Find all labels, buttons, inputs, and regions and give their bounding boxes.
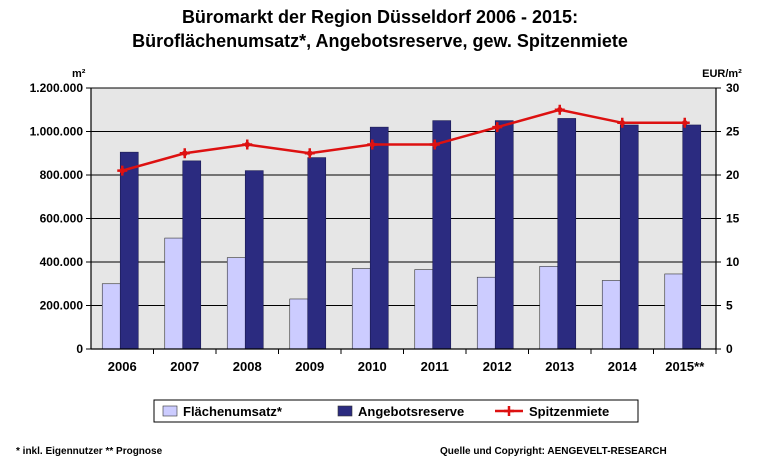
source-credit: Quelle und Copyright: AENGEVELT-RESEARCH xyxy=(440,446,667,457)
spitzenmiete-point-dot xyxy=(619,120,626,126)
right-axis-label: EUR/m² xyxy=(702,68,742,80)
legend-label: Flächenumsatz* xyxy=(183,404,283,419)
x-tick-label: 2015** xyxy=(665,359,705,374)
left-tick-label: 1.200.000 xyxy=(30,81,84,95)
bar-angebotsreserve xyxy=(494,120,514,350)
bar-angebotsreserve xyxy=(307,157,327,350)
bar-angebotsreserve xyxy=(119,151,139,350)
left-tick-label: 200.000 xyxy=(40,299,84,313)
left-tick-label: 400.000 xyxy=(40,255,84,269)
bar-flaechenumsatz xyxy=(289,298,309,350)
right-tick-label: 10 xyxy=(726,255,740,269)
right-tick-label: 25 xyxy=(726,125,740,139)
bar-angebotsreserve xyxy=(682,124,702,350)
x-tick-label: 2006 xyxy=(108,359,137,374)
bar-angebotsreserve xyxy=(557,118,577,350)
x-tick-label: 2012 xyxy=(483,359,512,374)
x-tick-label: 2009 xyxy=(295,359,324,374)
bar-flaechenumsatz xyxy=(164,237,184,350)
right-tick-label: 5 xyxy=(726,299,733,313)
x-tick-label: 2010 xyxy=(358,359,387,374)
bar-angebotsreserve xyxy=(244,170,264,350)
x-tick-label: 2008 xyxy=(233,359,262,374)
spitzenmiete-point-dot xyxy=(244,141,251,148)
spitzenmiete-point-dot xyxy=(494,124,501,130)
x-tick-label: 2013 xyxy=(545,359,574,374)
bar-flaechenumsatz xyxy=(101,283,121,350)
right-tick-label: 15 xyxy=(726,212,740,226)
bar-angebotsreserve xyxy=(619,124,639,350)
bar-flaechenumsatz xyxy=(351,268,371,350)
bar-angebotsreserve xyxy=(182,160,202,350)
spitzenmiete-point-dot xyxy=(306,150,313,157)
right-tick-label: 30 xyxy=(726,81,740,95)
bar-flaechenumsatz xyxy=(414,269,434,350)
legend-swatch xyxy=(337,405,353,417)
legend-box xyxy=(153,399,639,423)
bar-flaechenumsatz xyxy=(226,257,246,350)
bar-flaechenumsatz xyxy=(539,266,559,350)
bar-flaechenumsatz xyxy=(476,276,496,350)
bar-angebotsreserve xyxy=(369,126,389,350)
right-tick-label: 0 xyxy=(726,342,733,356)
legend-swatch xyxy=(162,405,178,417)
spitzenmiete-line xyxy=(121,108,685,172)
left-tick-label: 0 xyxy=(76,342,83,356)
spitzenmiete-point-dot xyxy=(181,150,188,157)
left-tick-label: 1.000.000 xyxy=(30,125,84,139)
right-tick-label: 20 xyxy=(726,168,740,182)
spitzenmiete-point-dot xyxy=(681,120,688,126)
legend-marker xyxy=(504,406,514,416)
chart-title: Büromarkt der Region Düsseldorf 2006 - 2… xyxy=(181,7,579,27)
legend-label: Angebotsreserve xyxy=(358,404,464,419)
spitzenmiete-point-dot xyxy=(431,141,438,148)
x-tick-label: 2007 xyxy=(170,359,199,374)
bar-flaechenumsatz xyxy=(601,280,621,350)
legend-label: Spitzenmiete xyxy=(529,404,609,419)
left-axis-label: m² xyxy=(72,68,86,80)
chart-subtitle: Büroflächenumsatz*, Angebotsreserve, gew… xyxy=(132,31,628,51)
spitzenmiete-point-dot xyxy=(369,141,376,148)
x-tick-label: 2014 xyxy=(608,359,638,374)
footnote: * inkl. Eigennutzer ** Prognose xyxy=(16,446,163,457)
spitzenmiete-point-dot xyxy=(119,167,126,174)
bar-flaechenumsatz xyxy=(664,273,684,350)
left-tick-label: 800.000 xyxy=(40,168,84,182)
x-tick-label: 2011 xyxy=(421,359,449,374)
bar-angebotsreserve xyxy=(432,120,452,350)
spitzenmiete-point-dot xyxy=(556,106,563,113)
left-tick-label: 600.000 xyxy=(40,212,84,226)
